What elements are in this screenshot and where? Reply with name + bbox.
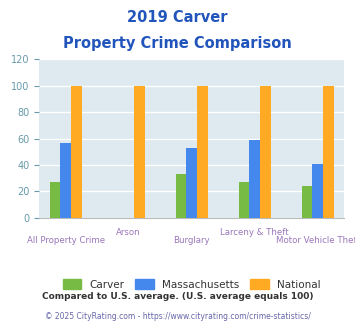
Bar [186,148,197,218]
Text: © 2025 CityRating.com - https://www.cityrating.com/crime-statistics/: © 2025 CityRating.com - https://www.city… [45,312,310,321]
Text: Burglary: Burglary [173,236,210,245]
Bar [323,86,334,218]
Bar [60,143,71,218]
Bar [312,164,323,218]
Bar [239,182,249,218]
Text: Property Crime Comparison: Property Crime Comparison [63,36,292,51]
Text: Motor Vehicle Theft: Motor Vehicle Theft [276,236,355,245]
Bar [176,174,186,218]
Text: Larceny & Theft: Larceny & Theft [220,227,289,237]
Bar [260,86,271,218]
Bar [197,86,208,218]
Text: All Property Crime: All Property Crime [27,236,105,245]
Bar [134,86,145,218]
Bar [50,182,60,218]
Bar [71,86,82,218]
Text: Arson: Arson [116,227,141,237]
Bar [302,186,312,218]
Text: 2019 Carver: 2019 Carver [127,10,228,25]
Bar [249,140,260,218]
Text: Compared to U.S. average. (U.S. average equals 100): Compared to U.S. average. (U.S. average … [42,292,313,301]
Legend: Carver, Massachusetts, National: Carver, Massachusetts, National [59,275,325,294]
